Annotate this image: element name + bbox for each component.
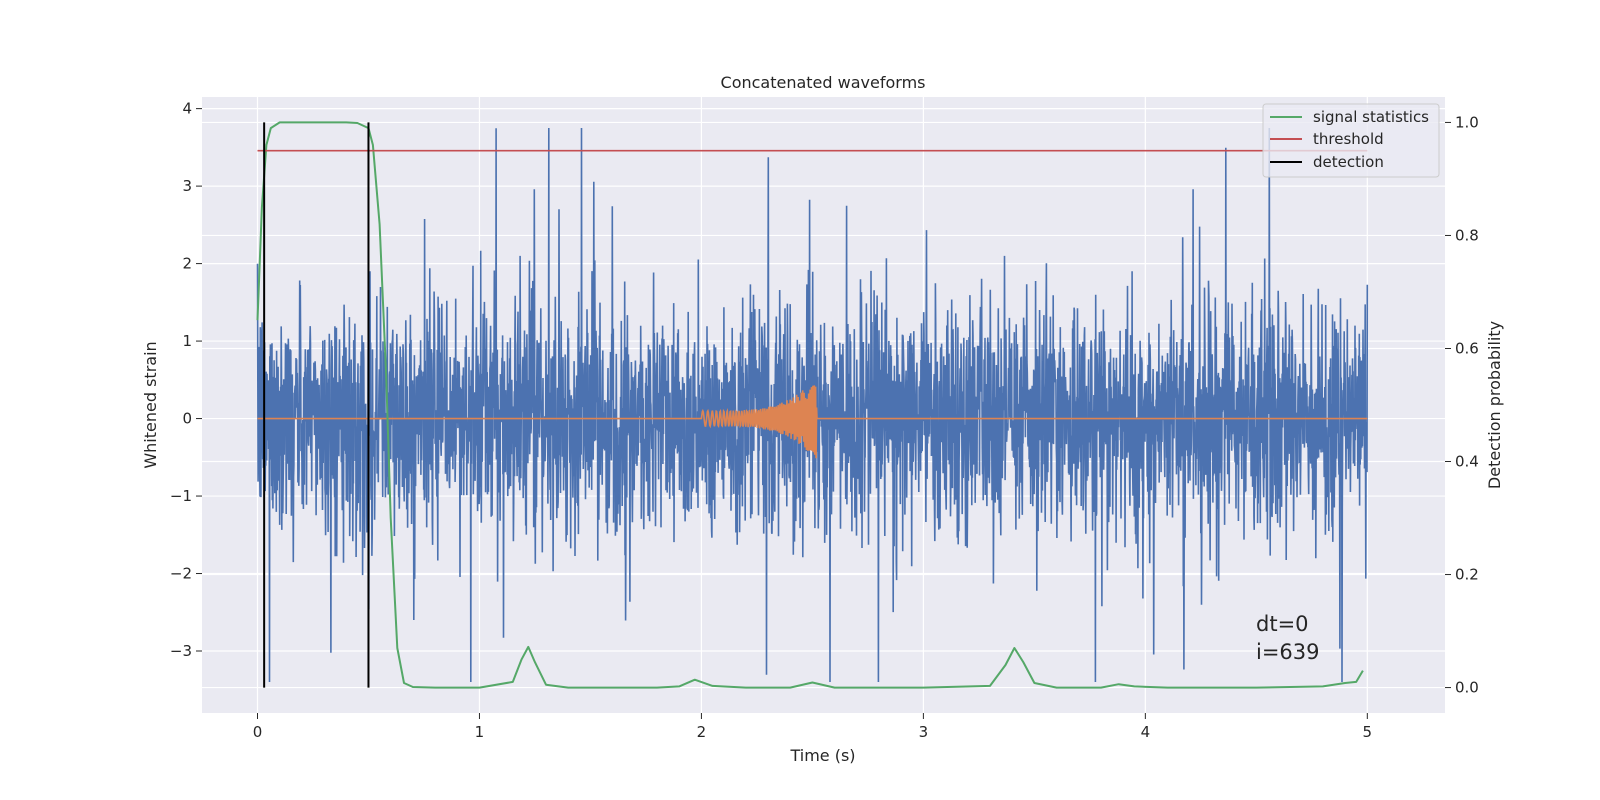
legend: signal statistics threshold detection (1262, 103, 1440, 178)
chart-title: Concatenated waveforms (721, 73, 926, 92)
annotation-i: i=639 (1256, 640, 1320, 664)
y-right-tick-label: 0.6 (1455, 339, 1479, 357)
series-injected-waveform-line (257, 385, 1368, 459)
y-right-tick-label: 0.2 (1455, 566, 1479, 584)
y-left-tick-label: 3 (182, 177, 192, 195)
y-right-tick-label: 0.4 (1455, 453, 1479, 471)
y-left-tick-label: 4 (182, 100, 192, 118)
x-tick-label: 4 (1141, 723, 1151, 741)
y-axis-left-label: Whitened strain (141, 341, 160, 468)
y-right-tick-label: 1.0 (1455, 113, 1479, 131)
y-left-tick-label: 1 (182, 332, 192, 350)
y-left-tick-label: −3 (170, 642, 192, 660)
y-right-tick-label: 0.8 (1455, 226, 1479, 244)
x-tick-label: 0 (253, 723, 263, 741)
y-axis-right-label: Detection probability (1485, 321, 1504, 489)
y-right-tick-label: 0.0 (1455, 679, 1479, 697)
x-tick-label: 1 (475, 723, 485, 741)
y-left-tick-label: −1 (170, 487, 192, 505)
legend-label-threshold: threshold (1313, 130, 1384, 148)
x-tick-label: 5 (1363, 723, 1373, 741)
y-left-tick-label: −2 (170, 565, 192, 583)
x-tick-label: 2 (697, 723, 707, 741)
data-layer (256, 121, 1369, 689)
legend-label-detection: detection (1313, 153, 1384, 171)
x-tick-label: 3 (919, 723, 929, 741)
legend-label-signal-statistics: signal statistics (1313, 108, 1429, 126)
series-signal-statistics-line (256, 121, 1364, 689)
y-left-tick-label: 0 (182, 410, 192, 428)
legend-frame (1262, 103, 1440, 178)
annotation-dt: dt=0 (1256, 612, 1309, 636)
ticks: 0 1 2 3 4 5 −3 −2 −1 0 1 2 3 4 0.0 0.2 0.4 0.6 0.8 1.0 (170, 100, 1479, 741)
y-left-tick-label: 2 (182, 255, 192, 273)
x-axis-label: Time (s) (789, 746, 855, 765)
